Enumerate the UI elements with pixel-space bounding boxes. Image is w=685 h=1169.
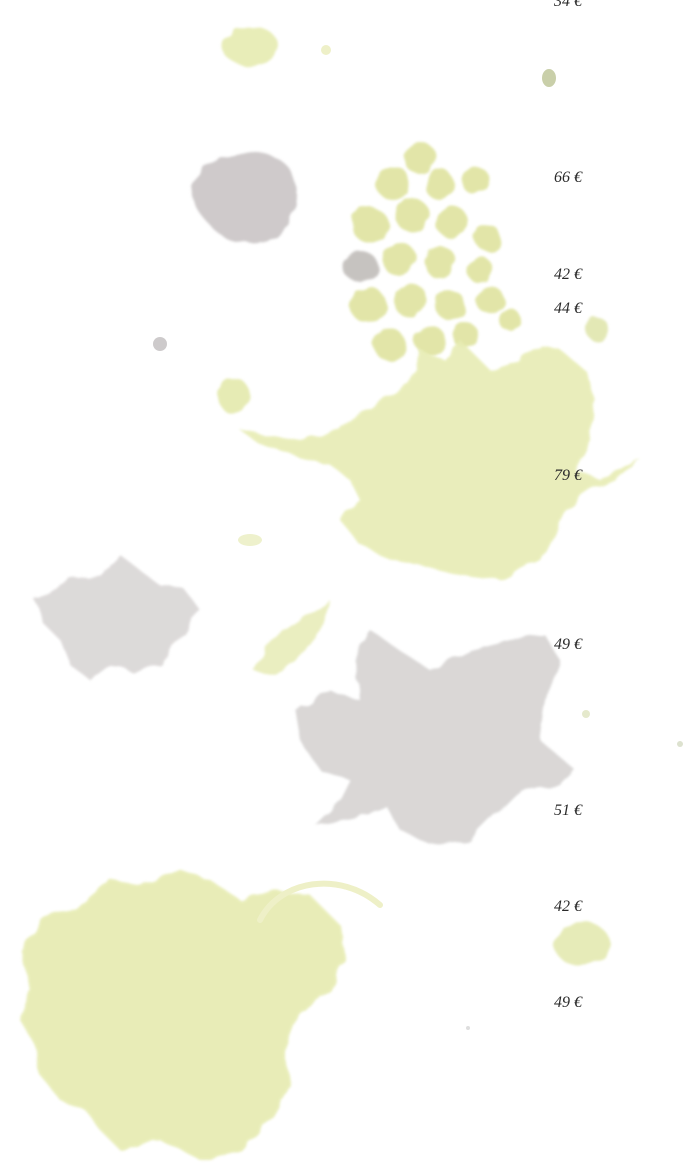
- grey-dot-left: [153, 337, 167, 351]
- price-label: 79 €: [554, 467, 582, 484]
- speck-1: [582, 710, 590, 718]
- grey-grape: [342, 251, 378, 281]
- price-label: 66 €: [554, 169, 582, 186]
- green-blot-bottom-right: [554, 922, 610, 966]
- price-label: 49 €: [554, 994, 582, 1011]
- speck-3: [466, 1026, 470, 1030]
- green-blot-small: [218, 378, 250, 414]
- grey-round-blot: [192, 152, 297, 243]
- grey-leaf-small: [35, 555, 200, 680]
- price-label: 44 €: [554, 300, 582, 317]
- speck-2: [677, 741, 683, 747]
- grape-cluster: [350, 142, 521, 361]
- green-leaf-large: [240, 340, 640, 580]
- price-label: 49 €: [554, 636, 582, 653]
- price-label: 51 €: [554, 802, 582, 819]
- price-label: 42 €: [554, 898, 582, 915]
- small-olive-dot: [542, 69, 556, 87]
- tendril: [257, 880, 383, 923]
- grey-leaf-large: [295, 630, 575, 845]
- green-leaf-small-under: [255, 600, 330, 675]
- green-leaf-bottom: [20, 870, 345, 1160]
- green-drop-right: [587, 318, 609, 342]
- green-speck: [238, 534, 262, 546]
- price-label: 34 €: [554, 0, 582, 10]
- top-green-blot: [222, 26, 278, 66]
- price-label: 42 €: [554, 266, 582, 283]
- small-green-dot: [321, 45, 331, 55]
